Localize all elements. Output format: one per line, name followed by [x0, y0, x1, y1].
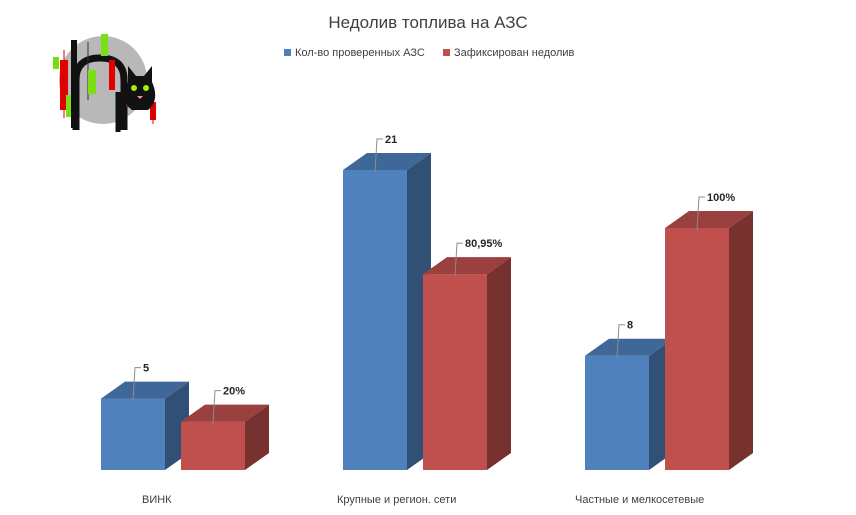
bar-s2-c3 — [665, 211, 753, 470]
data-label-s1-c2: 21 — [385, 134, 397, 146]
bar-s1-c3 — [585, 338, 673, 470]
category-label-2: Крупные и регион. сети — [337, 494, 456, 506]
leader-s1-c3 — [616, 324, 625, 358]
legend-swatch-series-2 — [443, 49, 450, 56]
category-label-1: ВИНК — [142, 494, 172, 506]
data-label-s1-c1: 5 — [143, 363, 149, 375]
cat-candlestick-logo-icon — [53, 34, 156, 132]
legend: Кол-во проверенных АЗС Зафиксирован недо… — [284, 47, 575, 59]
leader-s2-c2 — [454, 242, 463, 277]
chart-title: Недолив топлива на АЗС — [328, 13, 527, 32]
leader-s2-c1 — [212, 390, 221, 424]
bar-s2-c2 — [423, 257, 511, 470]
leader-s1-c1 — [132, 367, 141, 401]
leader-s2-c3 — [696, 196, 705, 231]
data-label-s2-c2: 80,95% — [465, 238, 503, 250]
bars: 5 21 8 20% 80,95% 100% — [101, 134, 753, 470]
bar-s1-c2 — [343, 153, 431, 470]
category-label-3: Частные и мелкосетевые — [575, 494, 704, 506]
data-label-s2-c3: 100% — [707, 192, 735, 204]
data-label-s1-c3: 8 — [627, 320, 633, 332]
leader-s1-c2 — [374, 138, 383, 173]
data-label-s2-c1: 20% — [223, 386, 245, 398]
bar-s2-c1 — [181, 404, 269, 470]
bar-s1-c1 — [101, 381, 189, 470]
legend-label-series-2: Зафиксирован недолив — [454, 47, 575, 59]
legend-swatch-series-1 — [284, 49, 291, 56]
legend-label-series-1: Кол-во проверенных АЗС — [295, 47, 425, 59]
